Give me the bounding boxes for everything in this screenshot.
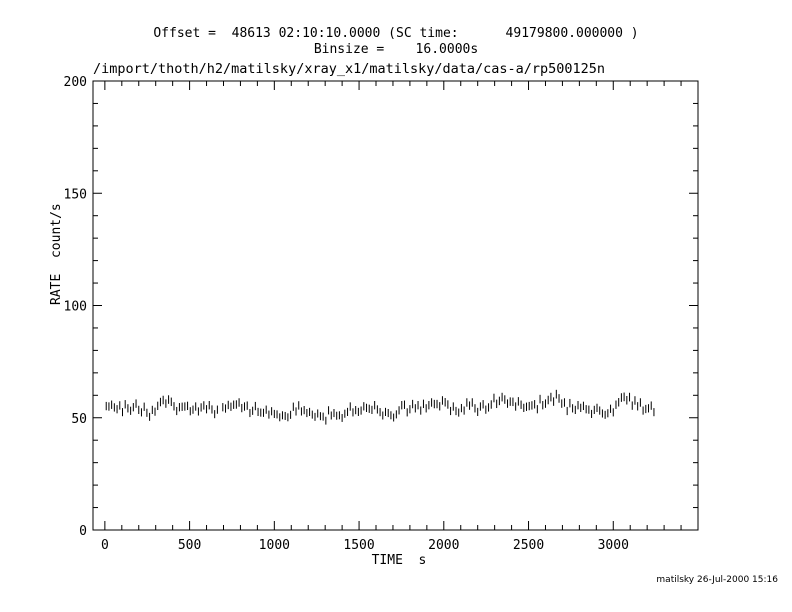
file-path: /import/thoth/h2/matilsky/xray_x1/matils… xyxy=(93,61,606,77)
x-tick-label: 3000 xyxy=(598,538,629,553)
y-axis-label: RATE count/s xyxy=(49,203,64,305)
data-marks xyxy=(105,389,655,425)
y-tick-label: 200 xyxy=(64,75,87,90)
y-tick-label: 50 xyxy=(71,412,87,427)
x-axis-label: TIME s xyxy=(371,553,427,568)
binsize-line: Binsize = 16.0000s xyxy=(313,42,479,57)
axis-ticks xyxy=(93,80,699,531)
offset-line: Offset = 48613 02:10:10.0000 (SC time: 4… xyxy=(153,26,639,41)
x-tick-label: 2000 xyxy=(428,538,459,553)
x-tick-label: 2500 xyxy=(513,538,544,553)
y-tick-label: 150 xyxy=(64,187,87,202)
y-tick-label: 0 xyxy=(79,524,87,539)
plot-frame xyxy=(92,80,699,531)
user-timestamp: matilsky 26-Jul-2000 15:16 xyxy=(656,575,778,585)
tick-labels: 0 500 1000 1500 2000 2500 3000 0 50 100 150 200 xyxy=(64,75,629,553)
x-tick-label: 1000 xyxy=(259,538,290,553)
x-tick-label: 500 xyxy=(178,538,201,553)
y-tick-label: 100 xyxy=(64,300,87,315)
x-tick-label: 0 xyxy=(101,538,109,553)
x-tick-label: 1500 xyxy=(343,538,374,553)
